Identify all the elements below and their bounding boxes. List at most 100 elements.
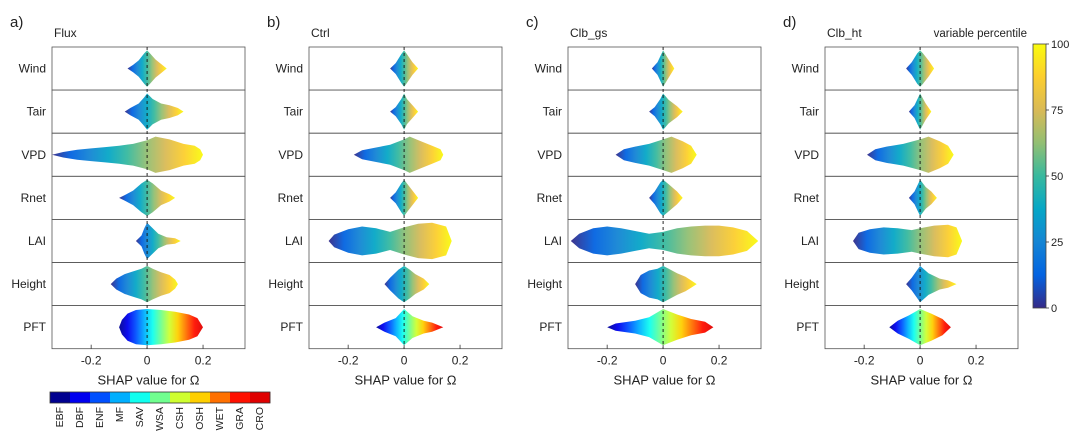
swarm-Wind	[390, 50, 419, 87]
panel-label: c)	[526, 14, 539, 31]
swarm-PFT	[607, 309, 714, 346]
pft-swatch	[230, 392, 251, 403]
swarm-PFT	[889, 309, 951, 346]
panels: a) Flux Wind Tair VPD Rnet LAI Height PFT -0.2 0 0.…	[10, 14, 1019, 388]
pft-label: EBF	[54, 407, 66, 427]
swarm-LAI	[570, 225, 759, 257]
pft-swatch	[210, 392, 231, 403]
row-box	[824, 305, 1019, 350]
panel-title: Ctrl	[311, 26, 330, 40]
pft-swatch	[150, 392, 171, 403]
x-axis-label: SHAP value for Ω	[871, 373, 973, 388]
x-tick-label: 0.2	[711, 354, 728, 368]
feature-label: Wind	[535, 62, 562, 76]
x-tick-label: 0	[144, 354, 151, 368]
swarm-PFT	[376, 309, 444, 346]
feature-label: Rnet	[537, 191, 563, 205]
feature-label: Tair	[543, 105, 562, 119]
colorbar-tick-label: 50	[1051, 171, 1063, 183]
pft-swatch	[90, 392, 111, 403]
panel-Clb_gs: c) Clb_gs Wind Tair VPD Rnet LAI Height PFT -0.2 0…	[526, 14, 762, 388]
feature-label: PFT	[539, 320, 562, 334]
row-box	[308, 305, 503, 350]
panel-title: Clb_ht	[827, 26, 862, 40]
swarm-Height	[635, 265, 697, 303]
feature-label: LAI	[285, 234, 303, 248]
swarm-LAI	[853, 224, 963, 258]
swarm-Tair	[390, 93, 419, 130]
swarm-Rnet	[908, 179, 937, 216]
swarm-VPD	[615, 136, 697, 173]
swarm-Tair	[124, 93, 184, 130]
feature-label: Wind	[276, 62, 303, 76]
feature-label: Height	[268, 277, 303, 291]
swarm-Tair	[908, 93, 932, 130]
feature-label: LAI	[801, 234, 819, 248]
pft-label: CSH	[174, 407, 186, 429]
feature-label: LAI	[544, 234, 562, 248]
feature-label: Height	[784, 277, 819, 291]
panel-Clb_ht: d) Clb_ht Wind Tair VPD Rnet LAI Height PFT -0.2 0…	[783, 14, 1019, 388]
feature-label: VPD	[278, 148, 303, 162]
x-tick-label: 0.2	[968, 354, 985, 368]
feature-label: Rnet	[794, 191, 820, 205]
swarm-VPD	[867, 136, 954, 173]
feature-label: VPD	[21, 148, 46, 162]
pft-swatch	[190, 392, 211, 403]
colorbar-tick-label: 100	[1051, 39, 1069, 51]
pft-legend-frame	[49, 391, 271, 404]
pft-swatch	[170, 392, 191, 403]
colorbar-scale	[1032, 43, 1047, 309]
swarm-Wind	[651, 50, 675, 87]
x-tick-label: 0.2	[452, 354, 469, 368]
pft-label: WET	[214, 406, 226, 430]
x-axis-label: SHAP value for Ω	[614, 373, 716, 388]
colorbar-tick-label: 0	[1051, 303, 1057, 315]
row-box	[51, 305, 246, 350]
feature-label: Rnet	[21, 191, 47, 205]
pft-label: SAV	[134, 407, 146, 427]
x-tick-label: 0	[660, 354, 667, 368]
colorbar-tick-label: 25	[1051, 237, 1063, 249]
feature-label: Tair	[27, 105, 46, 119]
feature-label: PFT	[23, 320, 46, 334]
pft-label: MF	[114, 407, 126, 422]
pft-label: WSA	[154, 407, 166, 431]
x-tick-label: 0	[401, 354, 408, 368]
feature-label: Wind	[19, 62, 46, 76]
x-axis-label: SHAP value for Ω	[98, 373, 200, 388]
x-tick-label: 0	[917, 354, 924, 368]
row-box	[567, 305, 762, 350]
swarm-Height	[906, 265, 957, 303]
swarm-Height	[384, 265, 430, 303]
x-axis-label: SHAP value for Ω	[355, 373, 457, 388]
colorbar-tick-label: 75	[1051, 105, 1063, 117]
swarm-Rnet	[649, 179, 683, 216]
pft-swatch	[110, 392, 131, 403]
pft-label: GRA	[234, 407, 246, 430]
colorbar-title: variable percentile	[934, 28, 1027, 40]
panel-Flux: a) Flux Wind Tair VPD Rnet LAI Height PFT -0.2 0 0.…	[10, 14, 246, 388]
swarm-VPD	[52, 136, 203, 173]
swarm-VPD	[353, 136, 444, 173]
panel-label: a)	[10, 14, 23, 31]
feature-label: PFT	[796, 320, 819, 334]
pft-label: ENF	[94, 407, 106, 428]
pft-label: CRO	[254, 407, 266, 430]
feature-label: VPD	[537, 148, 562, 162]
colorbar: 0 25 50 75 100 variable percentile	[934, 28, 1070, 315]
feature-label: PFT	[280, 320, 303, 334]
pft-swatch	[250, 392, 271, 403]
panel-Ctrl: b) Ctrl Wind Tair VPD Rnet LAI Height PFT -0.2 0 0.…	[267, 14, 503, 388]
feature-label: Tair	[800, 105, 819, 119]
x-tick-label: -0.2	[81, 354, 102, 368]
x-tick-label: 0.2	[195, 354, 212, 368]
x-tick-label: -0.2	[854, 354, 875, 368]
pft-label: OSH	[194, 407, 206, 430]
feature-label: LAI	[28, 234, 46, 248]
feature-label: VPD	[794, 148, 819, 162]
feature-label: Height	[11, 277, 46, 291]
pft-label: DBF	[74, 407, 86, 428]
feature-label: Height	[527, 277, 562, 291]
